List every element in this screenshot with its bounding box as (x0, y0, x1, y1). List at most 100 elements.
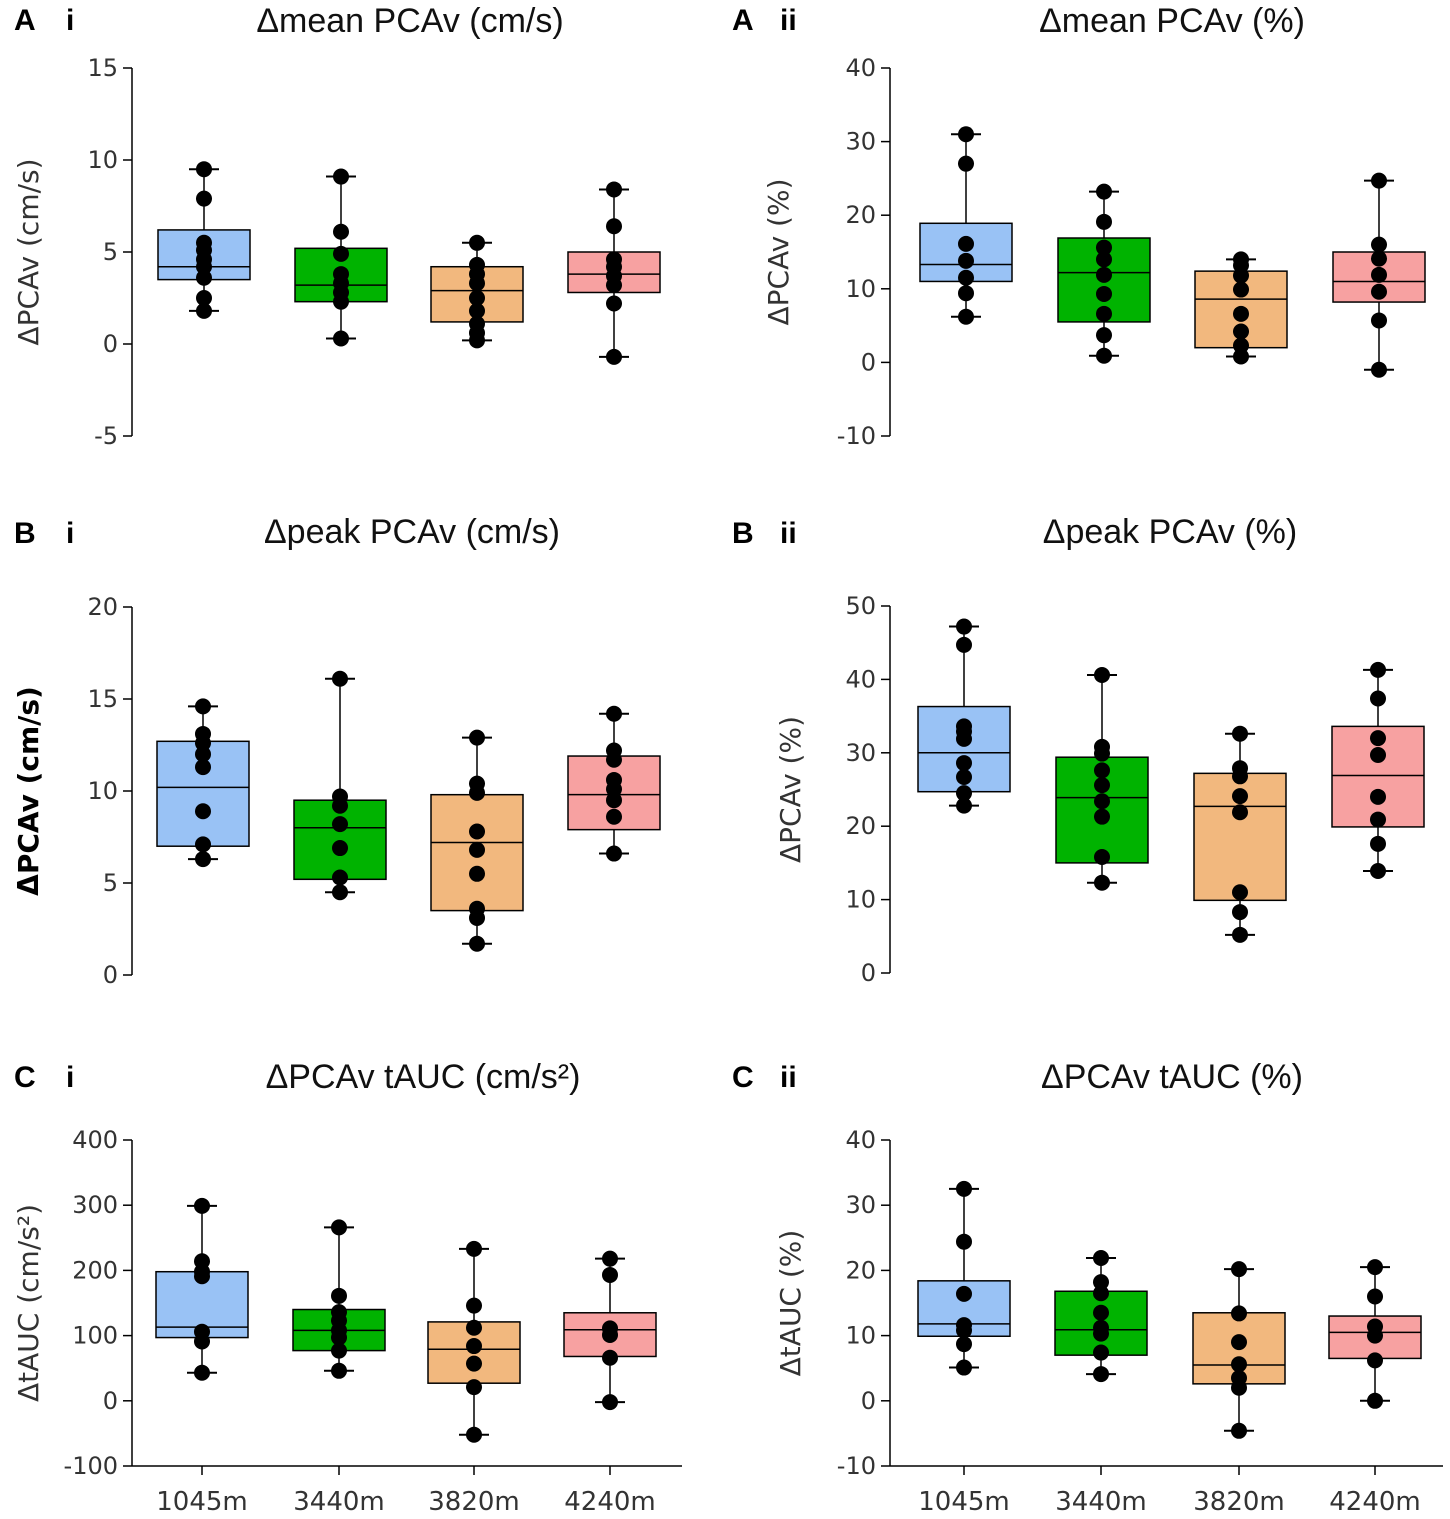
data-point (956, 785, 972, 802)
y-tick-label: 5 (103, 869, 118, 897)
data-point (332, 670, 348, 687)
chart-title-c-i: ΔPCAv tAUC (cm/s²) (266, 1058, 581, 1096)
data-point (956, 797, 972, 814)
data-point (1233, 251, 1249, 268)
data-point (956, 636, 972, 653)
panel-letter-b-i: B (14, 517, 36, 550)
data-point (1094, 762, 1110, 779)
y-axis-label: ΔPCAv (cm/s) (12, 158, 45, 345)
y-tick-label: -10 (837, 422, 876, 450)
y-tick-label: 0 (861, 1387, 876, 1415)
y-tick-label: 5 (103, 238, 118, 266)
panel-roman-b-ii: ii (780, 517, 797, 550)
y-tick-label: 0 (103, 330, 118, 358)
y-tick-label: 0 (103, 961, 118, 989)
data-point (196, 234, 212, 251)
data-point (1233, 281, 1249, 298)
y-tick-label: 300 (72, 1191, 118, 1219)
data-point (469, 935, 485, 952)
y-tick-label: 10 (845, 1322, 876, 1350)
data-point (1232, 725, 1248, 742)
data-point (1232, 926, 1248, 943)
data-point (1371, 361, 1387, 378)
data-point (958, 252, 974, 269)
data-point (469, 823, 485, 840)
data-point (332, 816, 348, 833)
data-point (1096, 239, 1112, 256)
data-point (469, 775, 485, 792)
y-tick-label: 100 (72, 1322, 118, 1350)
data-point (466, 1379, 482, 1396)
data-point (1231, 1369, 1247, 1386)
data-point (332, 840, 348, 857)
y-tick-label: 20 (845, 812, 876, 840)
y-axis-label: ΔPCAv (%) (774, 716, 807, 863)
panel-roman-c-i: i (66, 1061, 74, 1094)
plot-1: -10 0 10 20 30 40 ΔPCAv (%) (762, 54, 1426, 450)
data-point (956, 1336, 972, 1353)
panel-roman-a-ii: ii (780, 4, 797, 37)
data-point (1233, 323, 1249, 340)
data-point (331, 1362, 347, 1379)
data-point (195, 759, 211, 776)
data-point (1231, 1334, 1247, 1351)
data-point (1093, 1250, 1109, 1267)
data-point (956, 618, 972, 635)
plot-3: 0 10 20 30 40 50 ΔPCAv (%) (774, 592, 1425, 987)
data-point (958, 126, 974, 143)
data-point (1371, 266, 1387, 283)
data-point (1367, 1318, 1383, 1335)
data-point (1370, 835, 1386, 852)
y-tick-label: 40 (845, 1126, 876, 1154)
data-point (1232, 760, 1248, 777)
data-point (196, 302, 212, 319)
y-tick-label: 0 (861, 348, 876, 376)
data-point (469, 256, 485, 273)
data-point (1094, 777, 1110, 794)
chart-title-a-ii: Δmean PCAv (%) (1039, 2, 1305, 40)
data-point (1371, 250, 1387, 267)
y-axis-label: ΔPCAv (cm/s) (12, 686, 45, 896)
plot-2: 0 5 10 15 20 ΔPCAv (cm/s) (12, 593, 661, 989)
data-point (195, 803, 211, 820)
data-point (956, 718, 972, 735)
data-point (606, 808, 622, 825)
data-point (466, 1426, 482, 1443)
data-point (606, 251, 622, 268)
panel-roman-c-ii: ii (780, 1061, 797, 1094)
data-point (1232, 884, 1248, 901)
data-point (196, 290, 212, 306)
y-tick-label: 20 (87, 593, 118, 621)
panel-roman-b-i: i (66, 517, 74, 550)
chart-title-a-i: Δmean PCAv (cm/s) (256, 2, 563, 40)
y-tick-label: 30 (845, 128, 876, 156)
data-point (956, 1180, 972, 1197)
y-tick-label: 10 (845, 275, 876, 303)
data-point (332, 884, 348, 901)
x-tick-label: 3440m (293, 1487, 385, 1517)
y-tick-label: 15 (87, 685, 118, 713)
data-point (331, 1219, 347, 1236)
data-point (1096, 251, 1112, 268)
data-point (1232, 804, 1248, 821)
data-point (606, 742, 622, 759)
x-tick-label: 3820m (1193, 1487, 1285, 1517)
panel-letter-c-ii: C (732, 1061, 754, 1094)
data-point (331, 1287, 347, 1304)
data-point (194, 1253, 210, 1270)
y-tick-label: 30 (845, 1191, 876, 1219)
panel-letter-a-i: A (14, 4, 36, 37)
data-point (1370, 788, 1386, 805)
data-point (466, 1297, 482, 1314)
data-point (1096, 305, 1112, 322)
data-point (956, 1233, 972, 1250)
data-point (1231, 1305, 1247, 1322)
y-tick-label: 200 (72, 1256, 118, 1284)
data-point (194, 1323, 210, 1340)
y-tick-label: 0 (861, 959, 876, 987)
data-point (1093, 1285, 1109, 1302)
chart-title-c-ii: ΔPCAv tAUC (%) (1041, 1058, 1303, 1096)
data-point (1094, 849, 1110, 866)
y-tick-label: 400 (72, 1126, 118, 1154)
data-point (466, 1240, 482, 1257)
